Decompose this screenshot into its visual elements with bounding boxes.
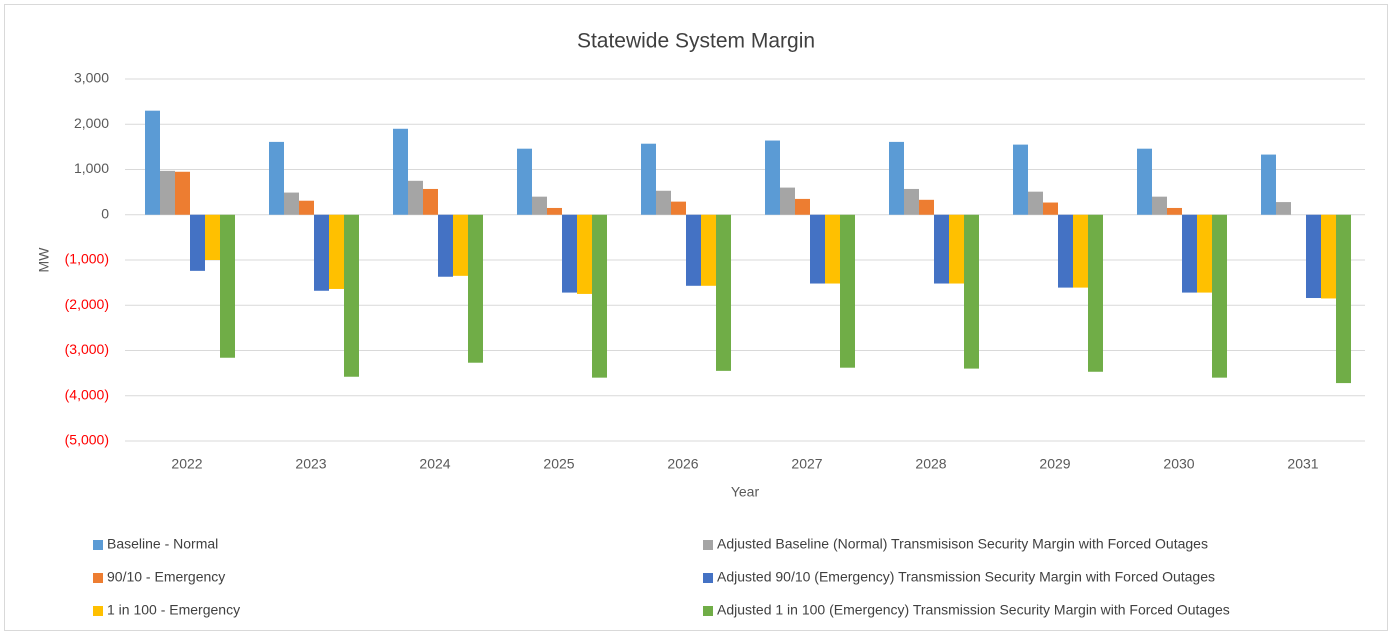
bar [949, 214, 964, 284]
bar [1043, 202, 1058, 215]
bar [1336, 214, 1351, 384]
bar [641, 143, 656, 215]
bar [810, 214, 825, 284]
y-tick-label: (4,000) [65, 386, 109, 402]
bar [314, 214, 329, 291]
legend-swatch [93, 540, 103, 550]
bar [840, 214, 855, 368]
x-tick-label: 2023 [295, 456, 326, 472]
legend-label: Adjusted 90/10 (Emergency) Transmission … [717, 569, 1215, 585]
y-tick-label: 3,000 [74, 70, 109, 86]
x-tick-label: 2024 [419, 456, 450, 472]
x-tick-label: 2026 [667, 456, 698, 472]
bar [517, 148, 532, 215]
bar [825, 214, 840, 284]
bar [145, 110, 160, 215]
bar [1182, 214, 1197, 293]
legend-swatch [93, 606, 103, 616]
bar [1028, 191, 1043, 215]
bar [1013, 144, 1028, 215]
bar [408, 180, 423, 215]
bar [1276, 202, 1291, 215]
y-tick-label: 2,000 [74, 115, 109, 131]
x-tick-label: 2025 [543, 456, 574, 472]
y-axis-label: MW [36, 247, 52, 273]
legend-swatch [703, 540, 713, 550]
y-tick-label: 0 [101, 205, 109, 221]
bar [562, 214, 577, 293]
bar [934, 214, 949, 284]
x-tick-label: 2022 [171, 456, 202, 472]
legend-label: 1 in 100 - Emergency [107, 602, 240, 618]
bar [701, 214, 716, 286]
bar [175, 171, 190, 215]
legend-swatch [93, 573, 103, 583]
bar [547, 207, 562, 215]
bar [423, 188, 438, 215]
bar [438, 214, 453, 277]
y-tick-label: (2,000) [65, 296, 109, 312]
bar [919, 199, 934, 215]
bar [795, 198, 810, 215]
y-tick-label: (5,000) [65, 432, 109, 448]
bar [1212, 214, 1227, 378]
bar [889, 141, 904, 215]
y-tick-label: (3,000) [65, 341, 109, 357]
bar [716, 214, 731, 371]
bar [220, 214, 235, 358]
bar [344, 214, 359, 377]
bar [592, 214, 607, 378]
bar [284, 192, 299, 215]
legend-swatch [703, 573, 713, 583]
bar [1152, 196, 1167, 215]
bar [1321, 214, 1336, 299]
bar [393, 128, 408, 215]
bar [190, 214, 205, 271]
bar [765, 140, 780, 215]
bar [453, 214, 468, 276]
bar [671, 201, 686, 215]
legend-label: Baseline - Normal [107, 536, 218, 552]
bar [1137, 148, 1152, 215]
bar [1306, 214, 1321, 299]
bar [329, 214, 344, 289]
bar [468, 214, 483, 363]
bar [1261, 154, 1276, 215]
y-tick-label: 1,000 [74, 160, 109, 176]
bar [1088, 214, 1103, 372]
bar [1058, 214, 1073, 288]
bar [1167, 207, 1182, 215]
bar [160, 170, 175, 215]
bar [1197, 214, 1212, 293]
bar [656, 190, 671, 215]
chart-title: Statewide System Margin [577, 30, 815, 53]
bar [299, 200, 314, 215]
bar [532, 196, 547, 215]
x-tick-label: 2029 [1039, 456, 1070, 472]
bar [1073, 214, 1088, 288]
bar [269, 141, 284, 215]
x-tick-label: 2028 [915, 456, 946, 472]
bar [686, 214, 701, 286]
legend-label: 90/10 - Emergency [107, 569, 225, 585]
bar [964, 214, 979, 369]
bar [780, 187, 795, 215]
bar [205, 214, 220, 260]
legend-swatch [703, 606, 713, 616]
legend-label: Adjusted Baseline (Normal) Transmisison … [717, 536, 1208, 552]
bar [904, 188, 919, 215]
legend-label: Adjusted 1 in 100 (Emergency) Transmissi… [717, 602, 1230, 618]
bar [577, 214, 592, 294]
x-tick-label: 2027 [791, 456, 822, 472]
x-tick-label: 2030 [1163, 456, 1194, 472]
y-tick-label: (1,000) [65, 251, 109, 267]
x-axis-label: Year [731, 484, 760, 500]
x-tick-label: 2031 [1287, 456, 1318, 472]
